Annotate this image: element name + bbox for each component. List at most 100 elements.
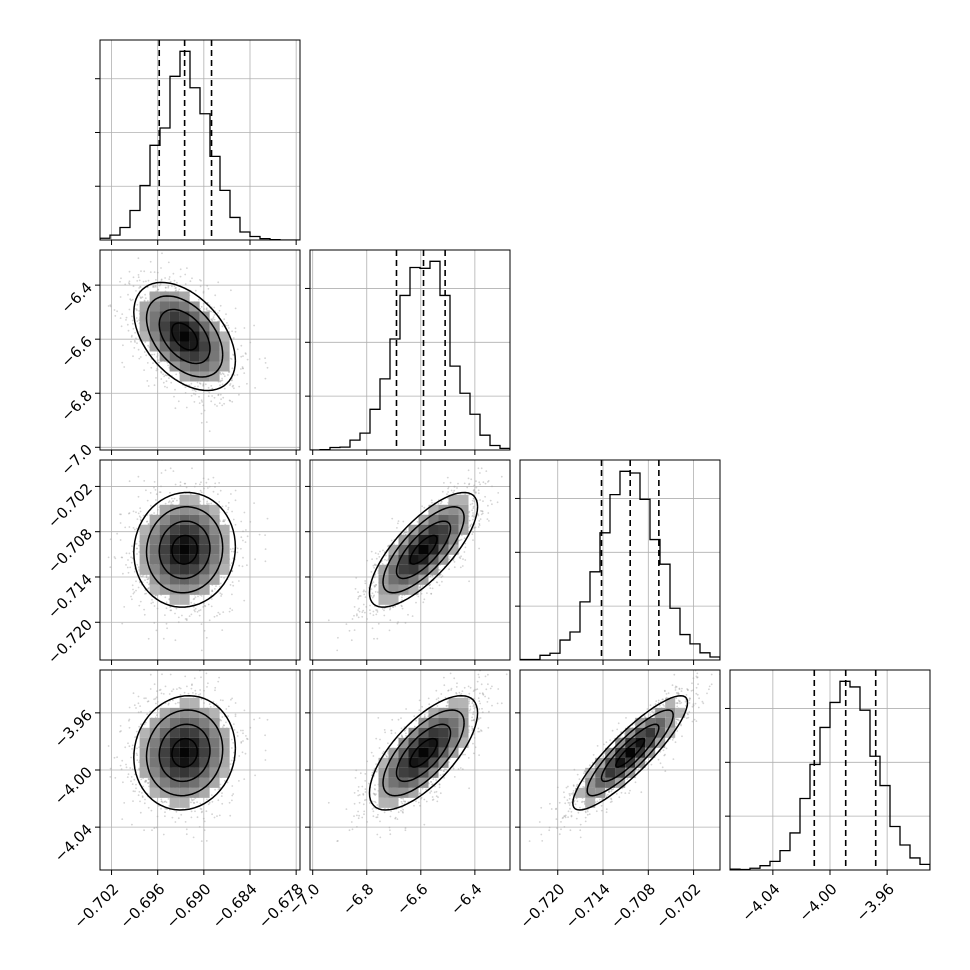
density-cell xyxy=(139,321,150,332)
panel-frame xyxy=(99,39,301,241)
scatter-point xyxy=(220,373,222,376)
scatter-point xyxy=(191,277,193,280)
scatter-point xyxy=(371,558,373,561)
scatter-point xyxy=(238,393,240,396)
density-cell xyxy=(179,584,190,595)
scatter-point xyxy=(447,491,449,493)
scatter-point xyxy=(366,618,368,620)
scatter-point xyxy=(327,619,330,622)
scatter-point xyxy=(203,629,206,632)
scatter-point xyxy=(211,319,214,322)
scatter-point xyxy=(145,280,147,283)
scatter-point xyxy=(428,584,431,587)
scatter-point xyxy=(194,596,197,598)
density-cell xyxy=(179,311,190,322)
density-cell xyxy=(179,564,190,575)
scatter-point xyxy=(200,649,203,652)
scatter-point xyxy=(411,615,414,617)
scatter-point xyxy=(184,392,187,394)
scatter-point xyxy=(377,622,380,625)
density-cell xyxy=(159,341,170,352)
scatter-point xyxy=(230,493,232,495)
scatter-point xyxy=(153,286,156,288)
scatter-point xyxy=(472,512,474,514)
scatter-point xyxy=(221,377,224,380)
density-cell xyxy=(149,584,160,595)
density-cell xyxy=(199,584,210,595)
scatter-point xyxy=(136,563,139,566)
scatter-point xyxy=(156,368,159,371)
scatter-point xyxy=(137,276,140,279)
scatter-point xyxy=(364,590,367,593)
scatter-point xyxy=(236,551,239,554)
density-cell xyxy=(169,341,180,352)
scatter-point xyxy=(377,591,379,594)
scatter-point xyxy=(193,389,196,391)
scatter-point xyxy=(119,513,121,516)
scatter-point xyxy=(170,503,173,506)
density-cell xyxy=(189,554,200,565)
scatter-point xyxy=(233,387,235,390)
scatter-point xyxy=(401,607,404,610)
scatter-point xyxy=(210,598,213,600)
scatter-point xyxy=(416,521,419,523)
scatter-point xyxy=(130,561,133,564)
scatter-point xyxy=(183,482,186,485)
scatter-point xyxy=(234,327,237,330)
scatter-point xyxy=(370,588,373,590)
scatter-point xyxy=(453,485,456,488)
scatter-point xyxy=(169,606,172,608)
scatter-point xyxy=(375,609,377,611)
scatter-point xyxy=(211,589,214,592)
scatter-point xyxy=(229,548,232,550)
scatter-point xyxy=(337,636,339,639)
scatter-point xyxy=(218,613,221,616)
scatter-point xyxy=(430,593,433,595)
scatter-point xyxy=(460,555,462,558)
scatter-point xyxy=(135,589,137,592)
scatter-point xyxy=(192,598,195,601)
scatter-point xyxy=(246,382,248,385)
scatter-point xyxy=(213,306,216,309)
scatter-point xyxy=(423,598,426,601)
scatter-point xyxy=(212,316,215,319)
scatter-point xyxy=(475,486,478,489)
scatter-point xyxy=(388,629,391,632)
scatter-point xyxy=(202,384,205,386)
density-cell xyxy=(149,311,160,322)
scatter-point xyxy=(480,513,483,516)
density-cell xyxy=(149,301,160,312)
scatter-point xyxy=(405,531,407,534)
scatter-point xyxy=(167,285,170,288)
scatter-point xyxy=(419,586,421,588)
scatter-point xyxy=(143,480,146,482)
scatter-point xyxy=(245,353,247,355)
scatter-point xyxy=(242,556,244,559)
scatter-point xyxy=(472,527,475,529)
contour-0 xyxy=(171,534,199,565)
scatter-point xyxy=(147,344,150,347)
scatter-point xyxy=(164,286,167,289)
scatter-point xyxy=(477,513,480,516)
scatter-point xyxy=(198,382,201,385)
density-cell xyxy=(179,321,190,332)
scatter-point xyxy=(200,399,203,402)
scatter-point xyxy=(227,327,230,329)
scatter-point xyxy=(482,500,484,502)
scatter-point xyxy=(139,581,141,584)
scatter-point xyxy=(128,283,131,285)
scatter-point xyxy=(242,355,244,357)
scatter-point xyxy=(376,609,379,612)
scatter-point xyxy=(218,501,221,503)
scatter-point xyxy=(128,280,131,283)
scatter-point xyxy=(158,491,161,493)
scatter-point xyxy=(350,639,353,642)
density-cell xyxy=(169,574,180,585)
scatter-point xyxy=(228,610,231,613)
scatter-point xyxy=(205,421,208,423)
scatter-point xyxy=(219,520,222,522)
scatter-point xyxy=(138,279,141,282)
scatter-point xyxy=(159,491,162,494)
scatter-point xyxy=(402,520,405,523)
scatter-point xyxy=(238,564,241,567)
